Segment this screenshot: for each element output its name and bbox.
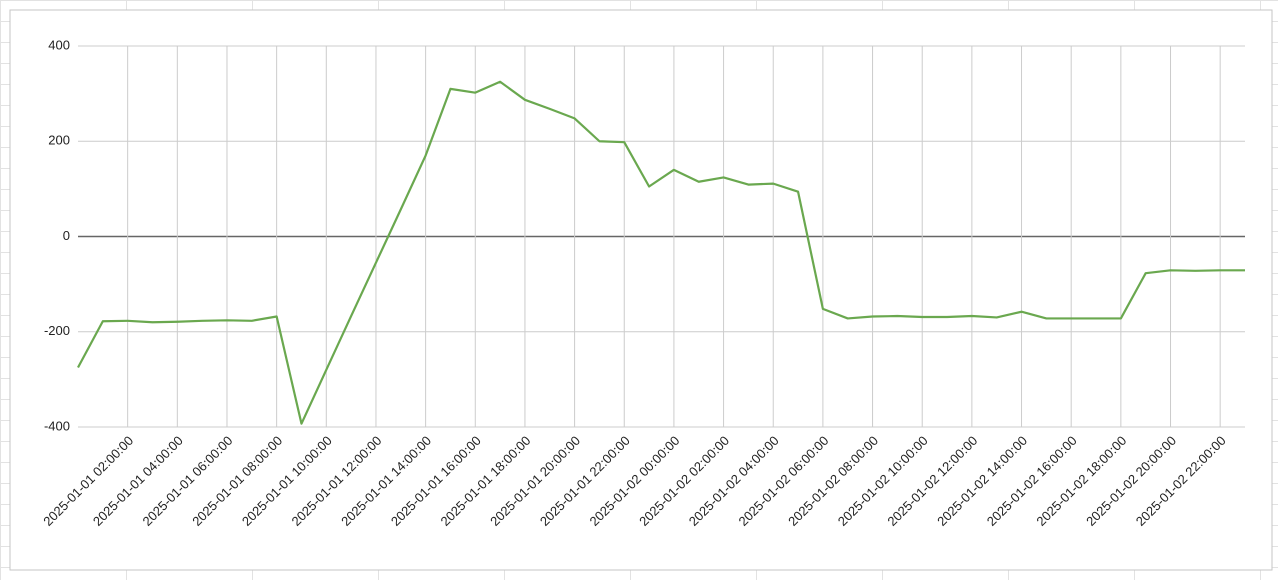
chart-frame — [9, 9, 1273, 571]
data-line — [77, 80, 1245, 425]
y-tick-label: 200 — [48, 133, 70, 148]
y-tick-label: -400 — [44, 418, 70, 433]
y-tick-label: 400 — [48, 37, 70, 52]
y-tick-label: -200 — [44, 323, 70, 338]
y-tick-label: 0 — [63, 228, 70, 243]
